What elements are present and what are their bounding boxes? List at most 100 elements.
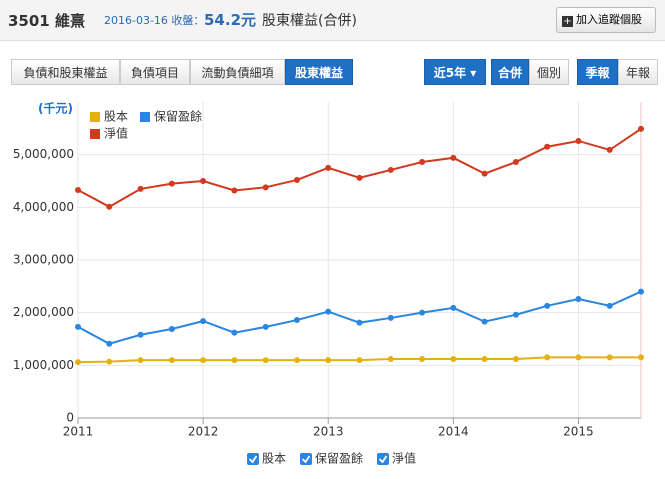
data-point bbox=[168, 180, 175, 187]
data-point bbox=[387, 356, 394, 363]
legend-label: 股本 bbox=[104, 110, 128, 124]
y-tick-label: 3,000,000 bbox=[13, 253, 74, 267]
data-point bbox=[106, 340, 113, 347]
data-point bbox=[638, 288, 644, 295]
data-point bbox=[137, 357, 144, 364]
data-point bbox=[512, 311, 519, 318]
data-point bbox=[137, 185, 144, 192]
follow-label: 加入追蹤個股 bbox=[576, 13, 642, 26]
checkmark bbox=[378, 455, 388, 464]
x-tick-label: 2011 bbox=[63, 425, 94, 439]
data-point bbox=[638, 354, 644, 361]
data-point bbox=[387, 166, 394, 173]
tab[interactable]: 流動負債細項 bbox=[190, 59, 285, 85]
x-tick-label: 2013 bbox=[313, 425, 344, 439]
data-point bbox=[512, 356, 519, 363]
legend-label: 股本 bbox=[262, 452, 286, 466]
y-tick-label: 2,000,000 bbox=[13, 305, 74, 319]
checkmark bbox=[301, 455, 311, 464]
data-point bbox=[262, 357, 269, 364]
data-point bbox=[606, 302, 613, 309]
checkmark bbox=[248, 455, 258, 464]
series-line bbox=[77, 128, 642, 208]
data-point bbox=[544, 302, 551, 309]
y-axis-label: (千元) bbox=[38, 101, 73, 116]
data-point bbox=[638, 125, 644, 132]
y-tick-label: 4,000,000 bbox=[13, 200, 74, 214]
tab[interactable]: 負債和股東權益 bbox=[11, 59, 120, 85]
data-point bbox=[262, 323, 269, 330]
data-point bbox=[231, 329, 238, 336]
data-point bbox=[575, 295, 582, 302]
x-tick-label: 2014 bbox=[438, 425, 469, 439]
data-point bbox=[200, 357, 207, 364]
frequency-button[interactable]: 年報 bbox=[618, 59, 658, 85]
data-point bbox=[231, 187, 238, 194]
scope-button[interactable]: 合併 bbox=[491, 59, 529, 85]
legend-swatch bbox=[140, 112, 150, 122]
data-point bbox=[106, 203, 113, 210]
legend-toggle[interactable]: 淨值 bbox=[377, 451, 416, 466]
data-point bbox=[325, 308, 332, 315]
date: 2016-03-16 收盤： bbox=[104, 14, 205, 27]
data-point bbox=[575, 354, 582, 361]
series-line bbox=[77, 356, 641, 364]
data-point bbox=[356, 174, 363, 181]
price: 54.2元 bbox=[204, 11, 257, 29]
data-point bbox=[325, 357, 332, 364]
data-point bbox=[137, 331, 144, 338]
data-point bbox=[231, 357, 238, 364]
checkbox bbox=[247, 453, 259, 465]
legend-label: 淨值 bbox=[392, 451, 416, 466]
period-select[interactable]: 近5年 ▾ bbox=[424, 59, 486, 85]
data-point bbox=[293, 357, 300, 364]
data-point bbox=[450, 356, 457, 363]
period-label: 近5年 bbox=[433, 66, 467, 80]
data-point bbox=[481, 170, 488, 177]
header: 3501 維熹 2016-03-16 收盤： 54.2元 股東權益(合併) + 加… bbox=[0, 0, 665, 41]
data-point bbox=[481, 318, 488, 325]
data-point bbox=[544, 354, 551, 361]
follow-button[interactable]: + 加入追蹤個股 bbox=[556, 7, 656, 33]
data-point bbox=[419, 159, 426, 166]
subtitle: 股東權益(合併) bbox=[262, 13, 357, 29]
data-point bbox=[168, 357, 175, 364]
data-point bbox=[606, 354, 613, 361]
data-point bbox=[200, 178, 207, 184]
data-point bbox=[75, 186, 81, 193]
data-point bbox=[356, 319, 363, 326]
data-point bbox=[481, 356, 488, 363]
checkbox bbox=[300, 453, 312, 465]
checkbox bbox=[377, 453, 389, 465]
data-point bbox=[512, 159, 519, 166]
data-point bbox=[606, 146, 613, 153]
data-point bbox=[575, 137, 582, 144]
y-tick-label: 5,000,000 bbox=[13, 147, 74, 161]
series-line bbox=[77, 290, 642, 345]
data-point bbox=[325, 164, 332, 171]
data-point bbox=[75, 323, 81, 330]
legend-toggle[interactable]: 保留盈餘 bbox=[300, 451, 363, 466]
data-point bbox=[293, 176, 300, 183]
data-point bbox=[106, 358, 113, 365]
tab[interactable]: 負債項目 bbox=[120, 59, 190, 85]
y-tick-label: 0 bbox=[66, 411, 74, 425]
data-point bbox=[262, 184, 269, 191]
legend-toggle[interactable]: 股本 bbox=[247, 452, 286, 466]
data-point bbox=[450, 154, 457, 161]
frequency-button[interactable]: 季報 bbox=[577, 59, 618, 85]
legend-label: 保留盈餘 bbox=[315, 451, 363, 466]
data-point bbox=[419, 309, 426, 316]
legend-label: 保留盈餘 bbox=[154, 109, 202, 124]
x-tick-label: 2015 bbox=[563, 425, 594, 439]
data-point bbox=[356, 357, 363, 364]
stock-title: 3501 維熹 bbox=[8, 12, 85, 30]
data-point bbox=[544, 143, 551, 150]
scope-button[interactable]: 個別 bbox=[529, 59, 569, 85]
data-point bbox=[200, 318, 207, 325]
data-point bbox=[293, 317, 300, 324]
tab-active[interactable]: 股東權益 bbox=[285, 59, 353, 85]
legend-label: 淨值 bbox=[104, 126, 128, 141]
x-tick-label: 2012 bbox=[188, 425, 219, 439]
legend-swatch bbox=[90, 112, 100, 122]
